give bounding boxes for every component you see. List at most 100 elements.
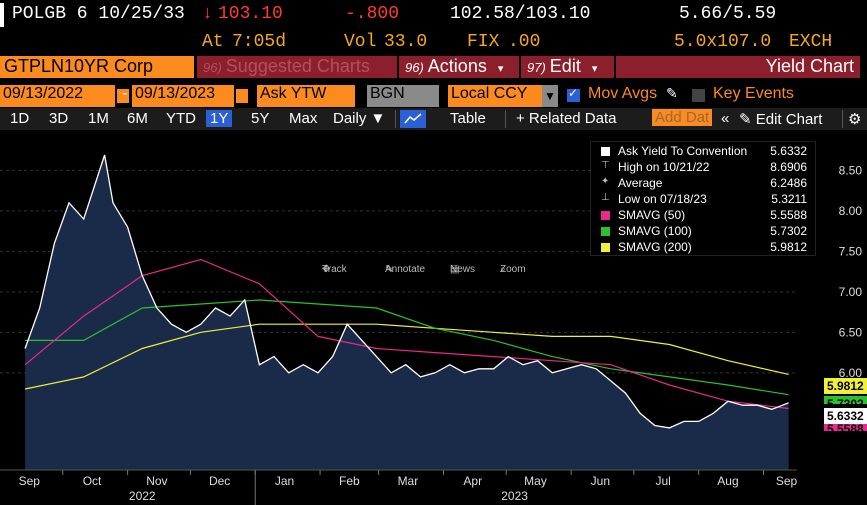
line-chart-icon[interactable] — [400, 110, 426, 128]
key-events-checkbox[interactable] — [692, 89, 705, 102]
x-tick-label: Mar — [398, 474, 419, 488]
x-tick-label: Jun — [591, 474, 610, 488]
table-button[interactable]: Table — [450, 110, 486, 127]
yield-area — [25, 155, 789, 470]
bid-ask-yield: 5.66/5.59 — [679, 4, 777, 24]
x-tick-label: Feb — [339, 474, 360, 488]
annotate-icon: ✎ — [385, 264, 394, 275]
x-tick-label: Sep — [19, 474, 41, 488]
period-1d[interactable]: 1D — [10, 110, 30, 127]
date-to-input[interactable]: 09/13/2023 — [132, 85, 234, 107]
annotate-label: Annotate — [385, 264, 426, 275]
net-change: -.800 — [345, 4, 400, 24]
period-6m[interactable]: 6M — [127, 110, 148, 127]
key-events-label[interactable]: Key Events — [713, 85, 794, 102]
divider — [395, 110, 396, 128]
suggested-charts-label: Suggested Charts — [225, 56, 370, 76]
sma200-value-tag: 5.9812 — [824, 378, 867, 394]
actions-button[interactable]: 96) Actions ▾ — [399, 56, 519, 78]
edit-label: Edit — [549, 56, 581, 76]
quote-time: 7:05d — [232, 32, 287, 52]
collapse-icon[interactable]: « — [721, 110, 730, 127]
period-1y[interactable]: 1Y — [206, 110, 233, 127]
chart-axis: 6.00 6.50 7.00 7.50 8.00 8.50 Sep Oct Nov Dec Jan F… — [0, 163, 862, 505]
last-price: 103.10 — [218, 4, 283, 24]
chevron-down-icon: ▾ — [497, 63, 504, 75]
legend-item[interactable]: ⊥ Low on 07/18/23 5.3211 — [591, 192, 815, 208]
legend-value: 5.6332 — [770, 144, 807, 158]
period-3d[interactable]: 3D — [49, 110, 69, 127]
period-ytd[interactable]: YTD — [166, 110, 196, 127]
legend-label: SMAVG (200) — [618, 240, 692, 254]
field-select[interactable]: Ask YTW — [257, 85, 355, 107]
x-tick-label: Sep — [776, 474, 798, 488]
source-select[interactable]: BGN — [367, 85, 439, 107]
title-bar: GTPLN10YR Corp 96) Suggested Charts 96) Ac… — [0, 54, 867, 79]
calendar-icon[interactable] — [235, 88, 249, 104]
edit-button[interactable]: 97) Edit ▾ — [521, 56, 614, 78]
quote-header: POLGB 6 10/25/33 ↓ 103.10 -.800 102.58/1… — [0, 0, 867, 30]
pencil-icon[interactable]: ✎ — [666, 85, 678, 101]
legend-value: 5.7302 — [770, 224, 807, 238]
edit-chart-button[interactable]: ✎ Edit Chart — [739, 110, 822, 128]
fix-label: FIX — [467, 32, 500, 52]
period-1m[interactable]: 1M — [88, 110, 109, 127]
x-tick-label: Oct — [83, 474, 102, 488]
legend-label: SMAVG (50) — [618, 208, 686, 222]
related-data-button[interactable]: + Related Data — [516, 110, 617, 127]
quote-subheader: At 7:05d Vol 33.0 FIX .00 5.0x107.0 EXCH — [0, 30, 867, 54]
y-tick-label: 6.50 — [839, 325, 863, 339]
header-marker — [0, 3, 4, 27]
function-title: Yield Chart — [616, 56, 860, 78]
legend-swatch — [601, 243, 610, 252]
bid-ask-price: 102.58/103.10 — [450, 4, 591, 24]
currency-select[interactable]: Local CCY — [448, 85, 542, 107]
avg-marker-icon: ✦ — [601, 176, 610, 187]
legend-item[interactable]: ⊤ High on 10/21/22 8.6906 — [591, 160, 815, 176]
bid-ask-size: 5.0x107.0 — [674, 32, 772, 52]
legend-item[interactable]: SMAVG (50) 5.5588 — [591, 208, 815, 224]
x-tick-label: Dec — [209, 474, 230, 488]
legend-label: Low on 07/18/23 — [618, 192, 707, 206]
yield-chart[interactable]: 6.00 6.50 7.00 7.50 8.00 8.50 Sep Oct Nov Dec Jan F… — [0, 130, 867, 505]
chart-marks — [24, 154, 789, 470]
divider — [842, 110, 843, 128]
period-max[interactable]: Max — [289, 110, 318, 127]
gear-icon[interactable]: ⚙ — [848, 111, 862, 128]
track-label: Track — [322, 264, 347, 275]
ticker-label: POLGB 6 10/25/33 — [12, 4, 185, 24]
sma200-line — [24, 323, 789, 390]
legend-item[interactable]: SMAVG (200) 5.9812 — [591, 240, 815, 256]
legend-item[interactable]: SMAVG (100) 5.7302 — [591, 224, 815, 240]
vol-label: Vol — [344, 32, 377, 52]
sma100-line — [25, 299, 789, 396]
x-tick-label: Apr — [463, 474, 482, 488]
zoom-label: Zoom — [500, 264, 526, 275]
mov-avgs-checkbox[interactable]: ✓ — [567, 86, 580, 102]
x-tick-label: May — [524, 474, 547, 488]
legend-value: 5.9812 — [770, 240, 807, 254]
security-label: GTPLN10YR Corp — [4, 56, 154, 76]
edit-chart-label: Edit Chart — [755, 111, 823, 128]
x-tick-label: Jan — [275, 474, 294, 488]
mov-avgs-label[interactable]: Mov Avgs — [588, 85, 658, 102]
date-from-input[interactable]: 09/13/2022 — [0, 85, 115, 107]
legend-item[interactable]: ✦ Average 6.2486 — [591, 176, 815, 192]
legend-item[interactable]: Ask Yield To Convention 5.6332 — [591, 144, 815, 160]
suggested-charts-button[interactable]: 96) Suggested Charts — [197, 56, 397, 78]
exchange-label: EXCH — [789, 32, 833, 52]
chart-legend[interactable]: Ask Yield To Convention 5.6332 ⊤ High on 10… — [590, 141, 816, 256]
chevron-down-icon[interactable]: ▼ — [542, 85, 558, 107]
security-field[interactable]: GTPLN10YR Corp — [0, 56, 194, 78]
function-title-label: Yield Chart — [765, 56, 854, 76]
sma100-value-tag: 5.7302 — [824, 396, 867, 404]
legend-value: 5.5588 — [770, 208, 807, 222]
pencil-icon: ✎ — [739, 111, 752, 128]
period-5y[interactable]: 5Y — [251, 110, 270, 127]
frequency-select[interactable]: Daily ▼ — [333, 110, 386, 127]
legend-label: Ask Yield To Convention — [618, 144, 748, 158]
calendar-icon[interactable] — [116, 88, 130, 104]
add-data-input[interactable]: Add Dat — [652, 109, 713, 126]
legend-value: 6.2486 — [770, 176, 807, 190]
date-separator: - — [122, 85, 128, 102]
